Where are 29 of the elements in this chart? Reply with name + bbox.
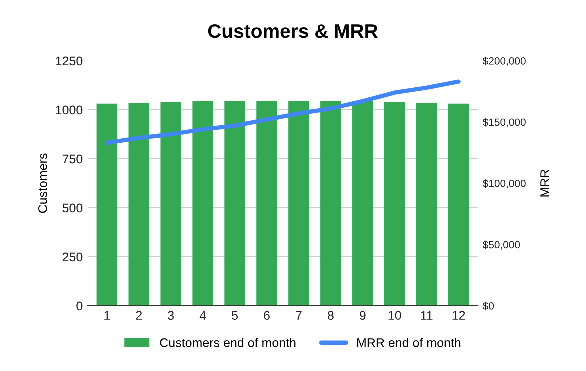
y2-tick-label: $100,000	[482, 180, 526, 189]
y-tick-label: 1250	[56, 56, 83, 66]
x-tick-label: 1	[104, 311, 110, 320]
x-tick-label: 4	[200, 311, 206, 320]
y2-axis-title: MRR	[540, 170, 550, 197]
x-tick-label: 2	[136, 311, 142, 320]
x-tick-label: 6	[264, 311, 270, 320]
y-tick-label: 1000	[56, 106, 83, 115]
y-tick-label: 0	[76, 302, 83, 311]
x-tick-label: 7	[296, 311, 302, 320]
x-tick-label: 3	[168, 311, 174, 320]
y2-tick-label: $200,000	[482, 57, 526, 66]
x-tick-label: 5	[232, 311, 238, 320]
x-tick-label: 8	[328, 311, 334, 320]
x-tick-label: 11	[421, 311, 433, 320]
y-tick-label: 250	[62, 252, 83, 262]
line-series	[105, 80, 461, 146]
y-tick-label: 750	[62, 154, 83, 164]
x-tick-label: 12	[452, 311, 466, 320]
y-tick-label: 500	[62, 204, 83, 213]
legend-label: Customers end of month	[160, 338, 296, 348]
y2-tick-label: $0	[482, 302, 494, 310]
y2-tick-label: $150,000	[482, 118, 526, 128]
y-axis-title: Customers	[38, 154, 48, 214]
legend-label: MRR end of month	[358, 338, 461, 348]
x-tick-label: 10	[388, 311, 402, 320]
x-tick-label: 9	[360, 311, 366, 320]
chart-title: Customers & MRR	[208, 24, 378, 38]
y2-tick-label: $50,000	[482, 240, 520, 250]
